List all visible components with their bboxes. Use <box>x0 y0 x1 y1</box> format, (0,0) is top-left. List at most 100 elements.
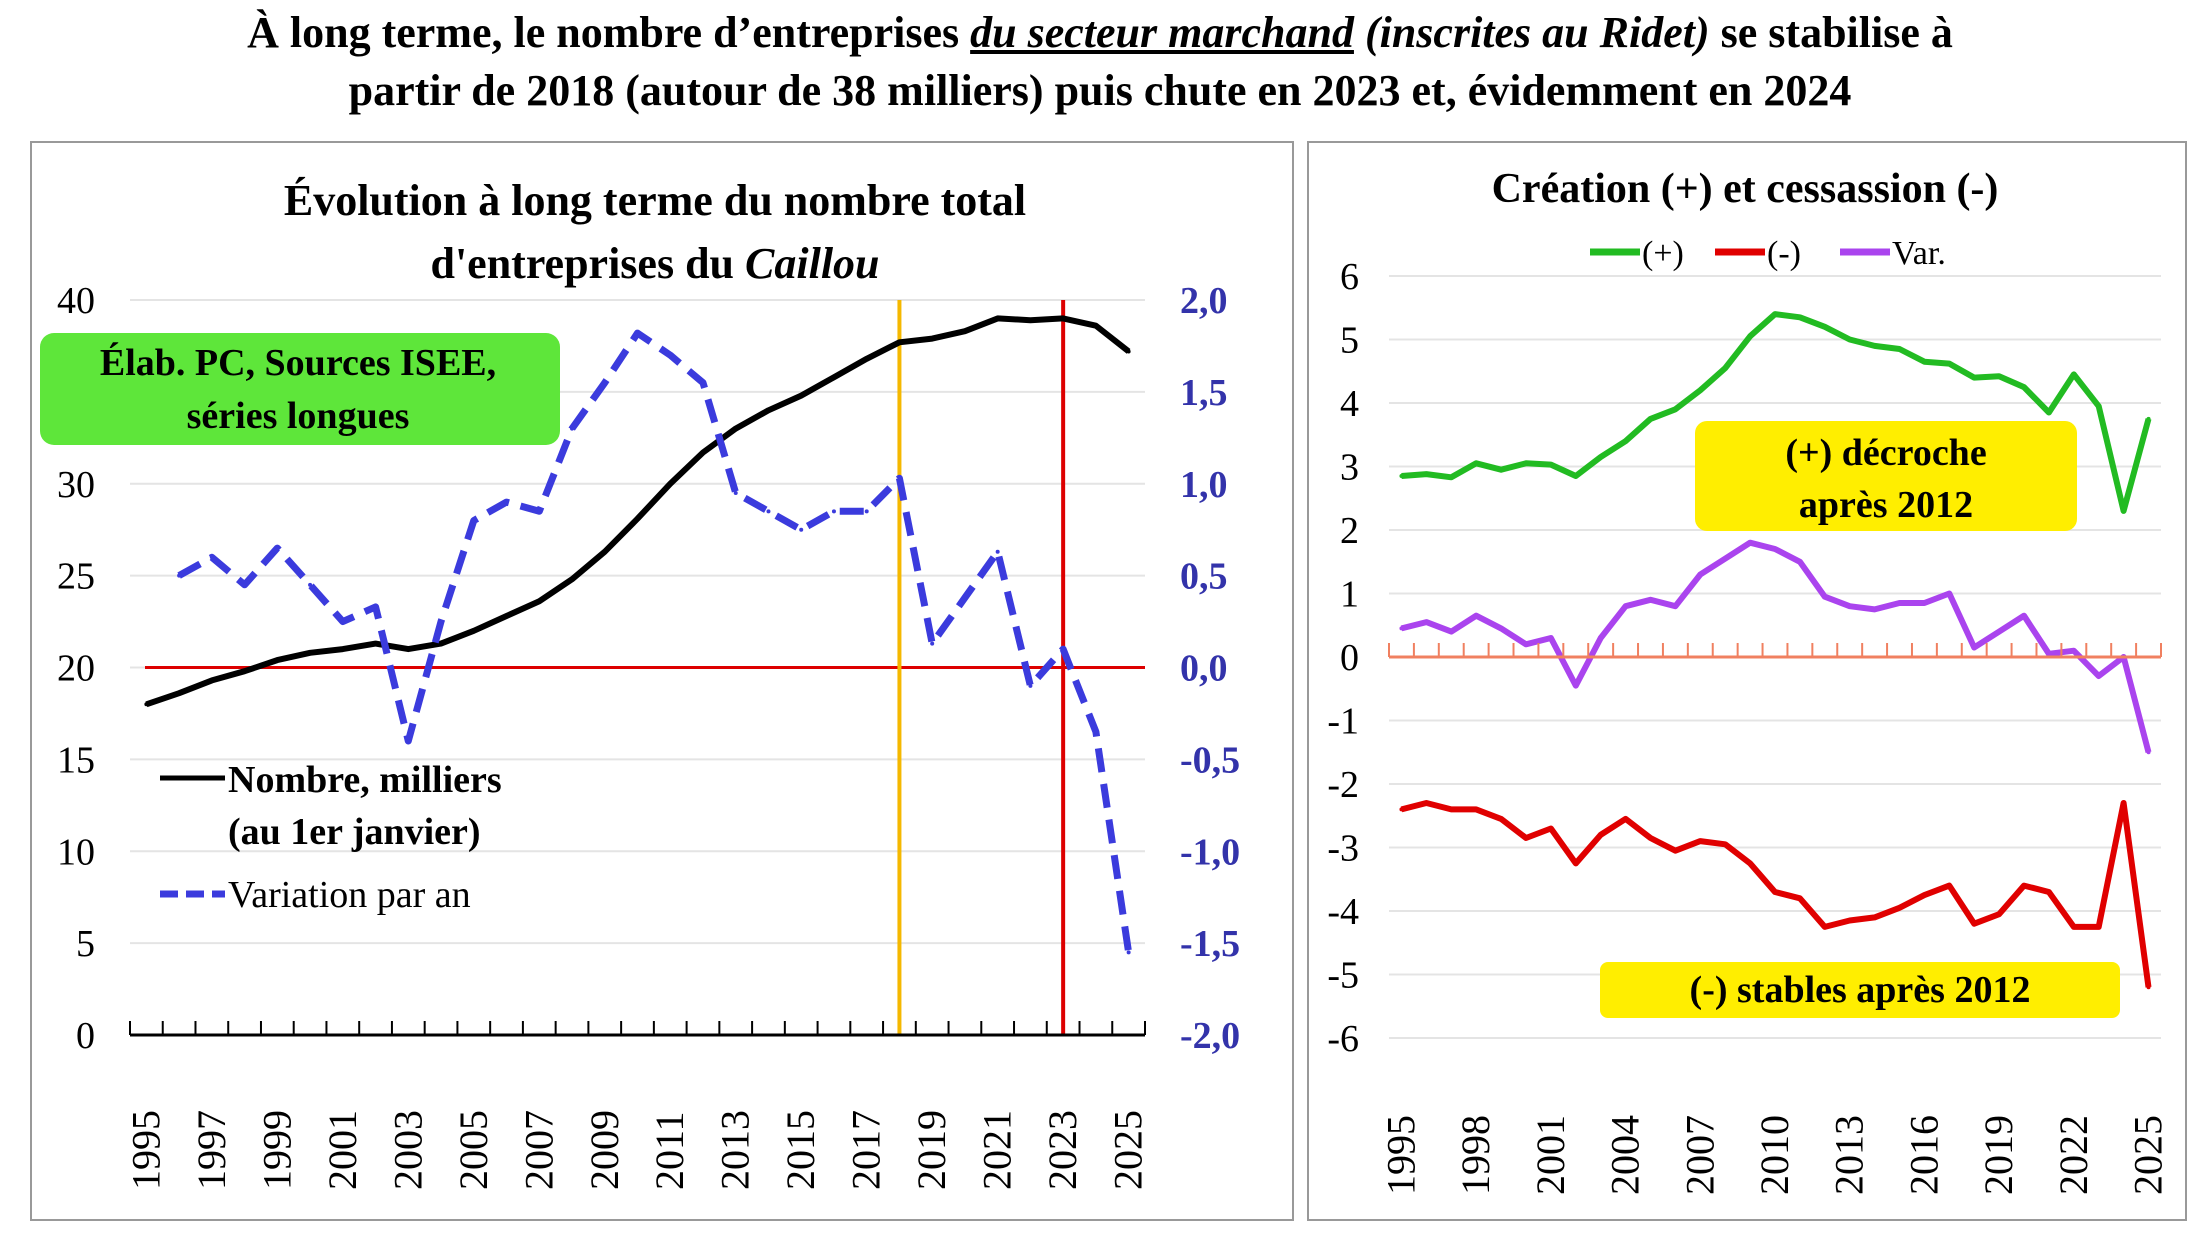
data-point <box>471 518 476 523</box>
x-tick-label: 2023 <box>1040 1110 1085 1190</box>
y-right-tick-label: 0,0 <box>1180 648 1228 690</box>
data-point <box>340 619 345 624</box>
data-point <box>1922 893 1927 898</box>
data-point <box>1449 807 1454 812</box>
title-text-end: se stabilise à <box>1709 8 1953 57</box>
data-point <box>2121 801 2126 806</box>
title-text: À long terme, le nombre d’entreprises <box>247 8 971 57</box>
data-point <box>2146 985 2151 990</box>
data-point <box>1797 896 1802 901</box>
data-point <box>930 641 935 646</box>
data-point <box>275 658 280 663</box>
left-chart-title: Évolution à long terme du nombre total <box>284 176 1026 225</box>
data-point <box>1997 374 2002 379</box>
legend-label-variation: Variation par an <box>228 874 471 916</box>
data-point <box>2146 416 2151 421</box>
data-point <box>1573 861 1578 866</box>
data-point <box>995 316 1000 321</box>
data-point <box>1723 556 1728 561</box>
data-point <box>1673 604 1678 609</box>
data-point <box>537 599 542 604</box>
data-point <box>1698 572 1703 577</box>
data-point <box>177 691 182 696</box>
y-right-tick-label: 0,5 <box>1180 556 1228 598</box>
data-point <box>766 408 771 413</box>
y-tick-label: 15 <box>57 739 95 781</box>
right-panel <box>1307 141 2187 1221</box>
right-legend: (+) (-) Var. <box>1590 235 1946 272</box>
data-point <box>1773 889 1777 894</box>
data-point <box>570 426 575 431</box>
data-point <box>897 476 902 481</box>
data-point <box>1822 324 1827 329</box>
data-point <box>1797 559 1802 564</box>
y-tick-label: 3 <box>1340 447 1359 489</box>
y-tick-label: -6 <box>1327 1018 1359 1060</box>
legend-label-plus: (+) <box>1642 235 1684 272</box>
y-right-tick-label: -1,0 <box>1180 831 1240 873</box>
data-point <box>1623 604 1628 609</box>
legend-label-minus: (-) <box>1767 235 1801 272</box>
data-point <box>2071 372 2076 377</box>
y-tick-label: 0 <box>76 1015 95 1057</box>
data-point <box>1947 591 1952 596</box>
x-tick-label: 2025 <box>1106 1110 1151 1190</box>
data-point <box>340 647 345 652</box>
x-tick-label: 2021 <box>975 1110 1020 1190</box>
data-point <box>1897 601 1902 606</box>
data-point <box>471 628 476 633</box>
x-tick-label: 1997 <box>189 1110 234 1190</box>
source-note-line1: Élab. PC, Sources ISEE, <box>100 342 496 384</box>
data-point <box>1897 905 1902 910</box>
data-point <box>1648 597 1653 602</box>
y-tick-label: 1 <box>1340 574 1359 616</box>
x-tick-label: 2016 <box>1901 1115 1946 1195</box>
annotation-minus: (-) stables après 2012 <box>1690 969 2031 1011</box>
title-underlined: du secteur marchand <box>970 8 1354 57</box>
data-point <box>504 614 509 619</box>
data-point <box>930 336 935 341</box>
title-line2: partir de 2018 (autour de 38 milliers) p… <box>348 66 1852 115</box>
title-italic: (inscrites au Ridet) <box>1353 8 1710 57</box>
x-tick-label: 2013 <box>713 1110 758 1190</box>
y-tick-label: 5 <box>1340 320 1359 362</box>
data-point <box>1449 629 1454 634</box>
data-point <box>1648 416 1653 421</box>
data-point <box>1773 312 1777 317</box>
data-point <box>308 582 313 587</box>
data-point <box>635 516 640 521</box>
data-point <box>1822 924 1827 929</box>
source-note-line2: séries longues <box>187 395 410 437</box>
data-point <box>897 340 902 345</box>
x-tick-label: 2001 <box>320 1110 365 1190</box>
y-tick-label: 6 <box>1340 256 1359 298</box>
data-point <box>1922 359 1927 364</box>
x-tick-label: 2022 <box>2051 1115 2096 1195</box>
y-tick-label: -5 <box>1327 955 1359 997</box>
data-point <box>1399 807 1404 812</box>
data-point <box>1623 816 1628 821</box>
y-tick-label: -3 <box>1327 828 1359 870</box>
data-point <box>1847 337 1852 342</box>
data-point <box>373 641 378 646</box>
legend-label-var: Var. <box>1892 235 1946 272</box>
data-point <box>2121 508 2126 513</box>
x-tick-label: 2004 <box>1603 1115 1648 1195</box>
data-point <box>2071 924 2076 929</box>
data-point <box>602 549 607 554</box>
annotation-box-plus <box>1695 421 2077 531</box>
data-point <box>831 375 836 380</box>
y-tick-label: 25 <box>57 556 95 598</box>
y-tick-label: -1 <box>1327 701 1359 743</box>
data-point <box>1872 343 1877 348</box>
data-point <box>602 380 607 385</box>
data-point <box>733 490 738 495</box>
data-point <box>733 426 738 431</box>
data-point <box>177 573 182 578</box>
data-point <box>2022 883 2027 888</box>
data-point <box>1723 366 1728 371</box>
data-point <box>1126 950 1131 955</box>
annotation-plus-line2: après 2012 <box>1799 484 1973 526</box>
data-point <box>1897 347 1902 352</box>
data-point <box>373 604 378 609</box>
